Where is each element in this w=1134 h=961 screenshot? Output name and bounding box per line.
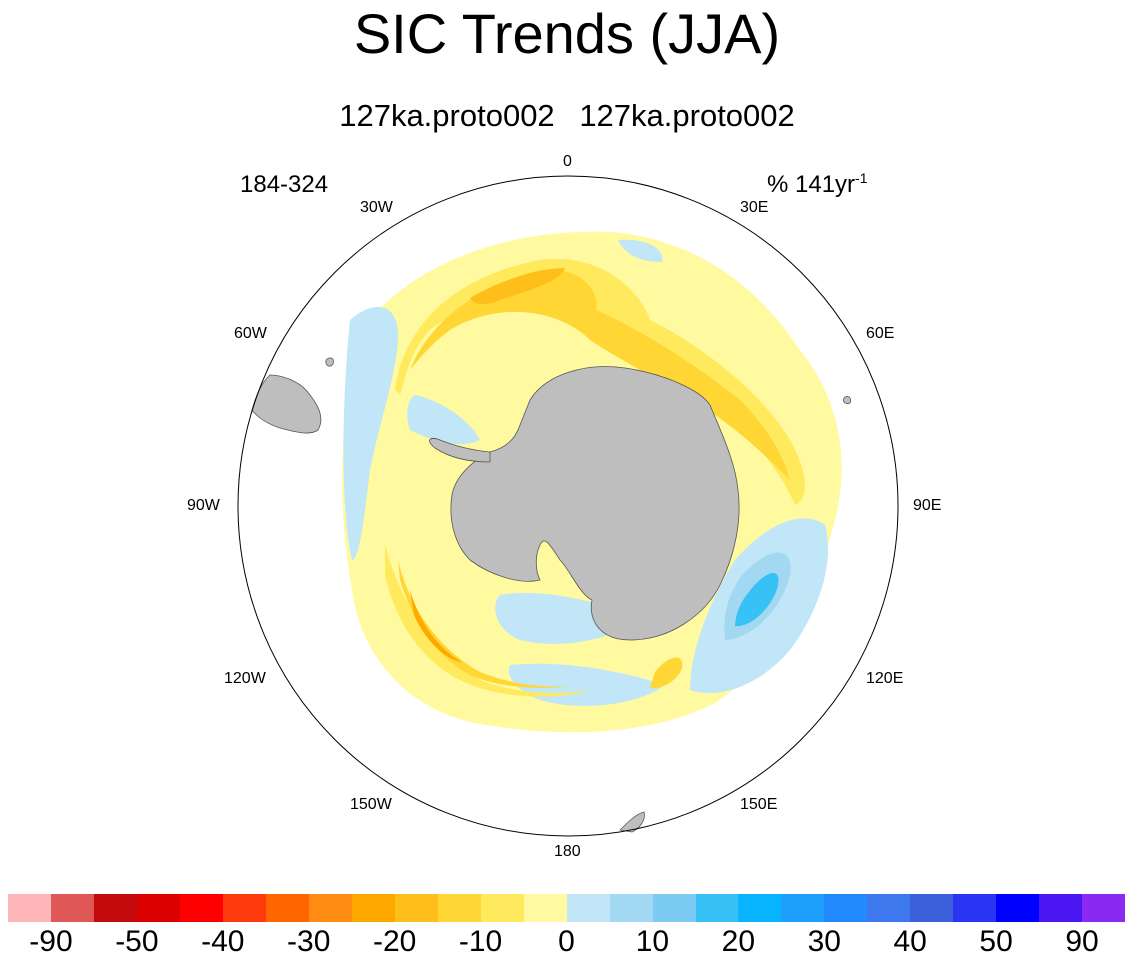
lon-label-90e: 90E bbox=[913, 497, 942, 514]
lon-label-120e: 120E bbox=[866, 670, 904, 687]
colorbar-cell-10 bbox=[437, 894, 481, 922]
colorbar-label: 30 bbox=[807, 925, 841, 958]
colorbar-label: 50 bbox=[979, 925, 1013, 958]
subtitle-left: 127ka.proto002 bbox=[339, 98, 555, 133]
colorbar-label: -20 bbox=[372, 925, 417, 958]
colorbar-cell-11 bbox=[480, 894, 524, 922]
lon-label-30e: 30E bbox=[740, 199, 769, 216]
colorbar-cell-1 bbox=[50, 894, 94, 922]
trend-band-southwest-peak bbox=[410, 590, 462, 662]
colorbar-cell-8 bbox=[351, 894, 395, 922]
lon-label-180: 180 bbox=[554, 843, 581, 860]
colorbar-cell-6 bbox=[265, 894, 309, 922]
colorbar-label: 20 bbox=[721, 925, 756, 958]
map-boundary bbox=[237, 175, 899, 837]
colorbar-cell-3 bbox=[136, 894, 180, 922]
lon-label-60w: 60W bbox=[234, 325, 267, 342]
colorbar-cell-9 bbox=[394, 894, 438, 922]
trend-band-north-peak bbox=[470, 268, 565, 305]
colorbar-label: -40 bbox=[201, 925, 245, 958]
colorbar-cell-15 bbox=[652, 894, 696, 922]
antarctic-peninsula bbox=[429, 438, 491, 463]
trend-region-positive-weddell bbox=[407, 395, 480, 445]
colorbar-label: -30 bbox=[287, 925, 331, 958]
lon-label-150e: 150E bbox=[740, 796, 778, 813]
trend-band-east-patch bbox=[650, 657, 683, 689]
figure-subtitle: 127ka.proto002 127ka.proto002 bbox=[0, 96, 1134, 136]
units-exponent: -1 bbox=[855, 170, 868, 186]
trend-region-positive-west bbox=[343, 306, 399, 560]
colorbar-label: 90 bbox=[1065, 925, 1099, 958]
period-label: 184-324 bbox=[240, 171, 329, 198]
south-america-landmass bbox=[251, 374, 322, 434]
colorbar-cell-0 bbox=[8, 894, 51, 922]
lon-label-0: 0 bbox=[563, 153, 572, 170]
trend-region-positive-east-peak bbox=[735, 572, 779, 627]
falkland-islands bbox=[325, 357, 334, 367]
colorbar bbox=[8, 894, 1126, 922]
colorbar-cell-21 bbox=[910, 894, 954, 922]
lon-label-60e: 60E bbox=[866, 325, 895, 342]
colorbar-cell-17 bbox=[738, 894, 782, 922]
colorbar-cell-16 bbox=[695, 894, 739, 922]
colorbar-label: 40 bbox=[893, 925, 927, 958]
colorbar-cell-25 bbox=[1082, 894, 1126, 922]
units-label: % 141yr-1 bbox=[767, 163, 868, 200]
lon-label-120w: 120W bbox=[224, 670, 266, 687]
lon-label-90w: 90W bbox=[187, 497, 220, 514]
trend-band-north bbox=[395, 258, 805, 505]
colorbar-label: -90 bbox=[29, 925, 73, 958]
colorbar-cell-7 bbox=[308, 894, 352, 922]
new-zealand-landmass bbox=[619, 811, 645, 833]
colorbar-cell-13 bbox=[566, 894, 610, 922]
colorbar-label: 0 bbox=[558, 925, 575, 958]
lon-label-30w: 30W bbox=[360, 199, 393, 216]
colorbar-label: -50 bbox=[115, 925, 159, 958]
kerguelen-island bbox=[843, 395, 851, 405]
units-text: % 141yr bbox=[767, 171, 856, 198]
figure-title: SIC Trends (JJA) bbox=[353, 2, 781, 65]
colorbar-cell-14 bbox=[609, 894, 653, 922]
trend-region-positive-northeast bbox=[618, 239, 663, 262]
antarctica-landmass bbox=[450, 366, 740, 641]
colorbar-label: 10 bbox=[635, 925, 670, 958]
colorbar-cell-4 bbox=[179, 894, 223, 922]
lon-label-150w: 150W bbox=[350, 796, 392, 813]
colorbar-cell-12 bbox=[523, 894, 567, 922]
colorbar-cell-18 bbox=[781, 894, 825, 922]
colorbar-cell-5 bbox=[222, 894, 266, 922]
colorbar-cell-22 bbox=[953, 894, 997, 922]
colorbar-cell-20 bbox=[867, 894, 911, 922]
subtitle-right: 127ka.proto002 bbox=[579, 98, 795, 133]
colorbar-cell-2 bbox=[93, 894, 137, 922]
colorbar-cell-19 bbox=[824, 894, 868, 922]
colorbar-cell-24 bbox=[1039, 894, 1083, 922]
trend-band-southwest bbox=[385, 545, 590, 697]
colorbar-label: -10 bbox=[458, 925, 503, 958]
colorbar-cell-23 bbox=[996, 894, 1040, 922]
